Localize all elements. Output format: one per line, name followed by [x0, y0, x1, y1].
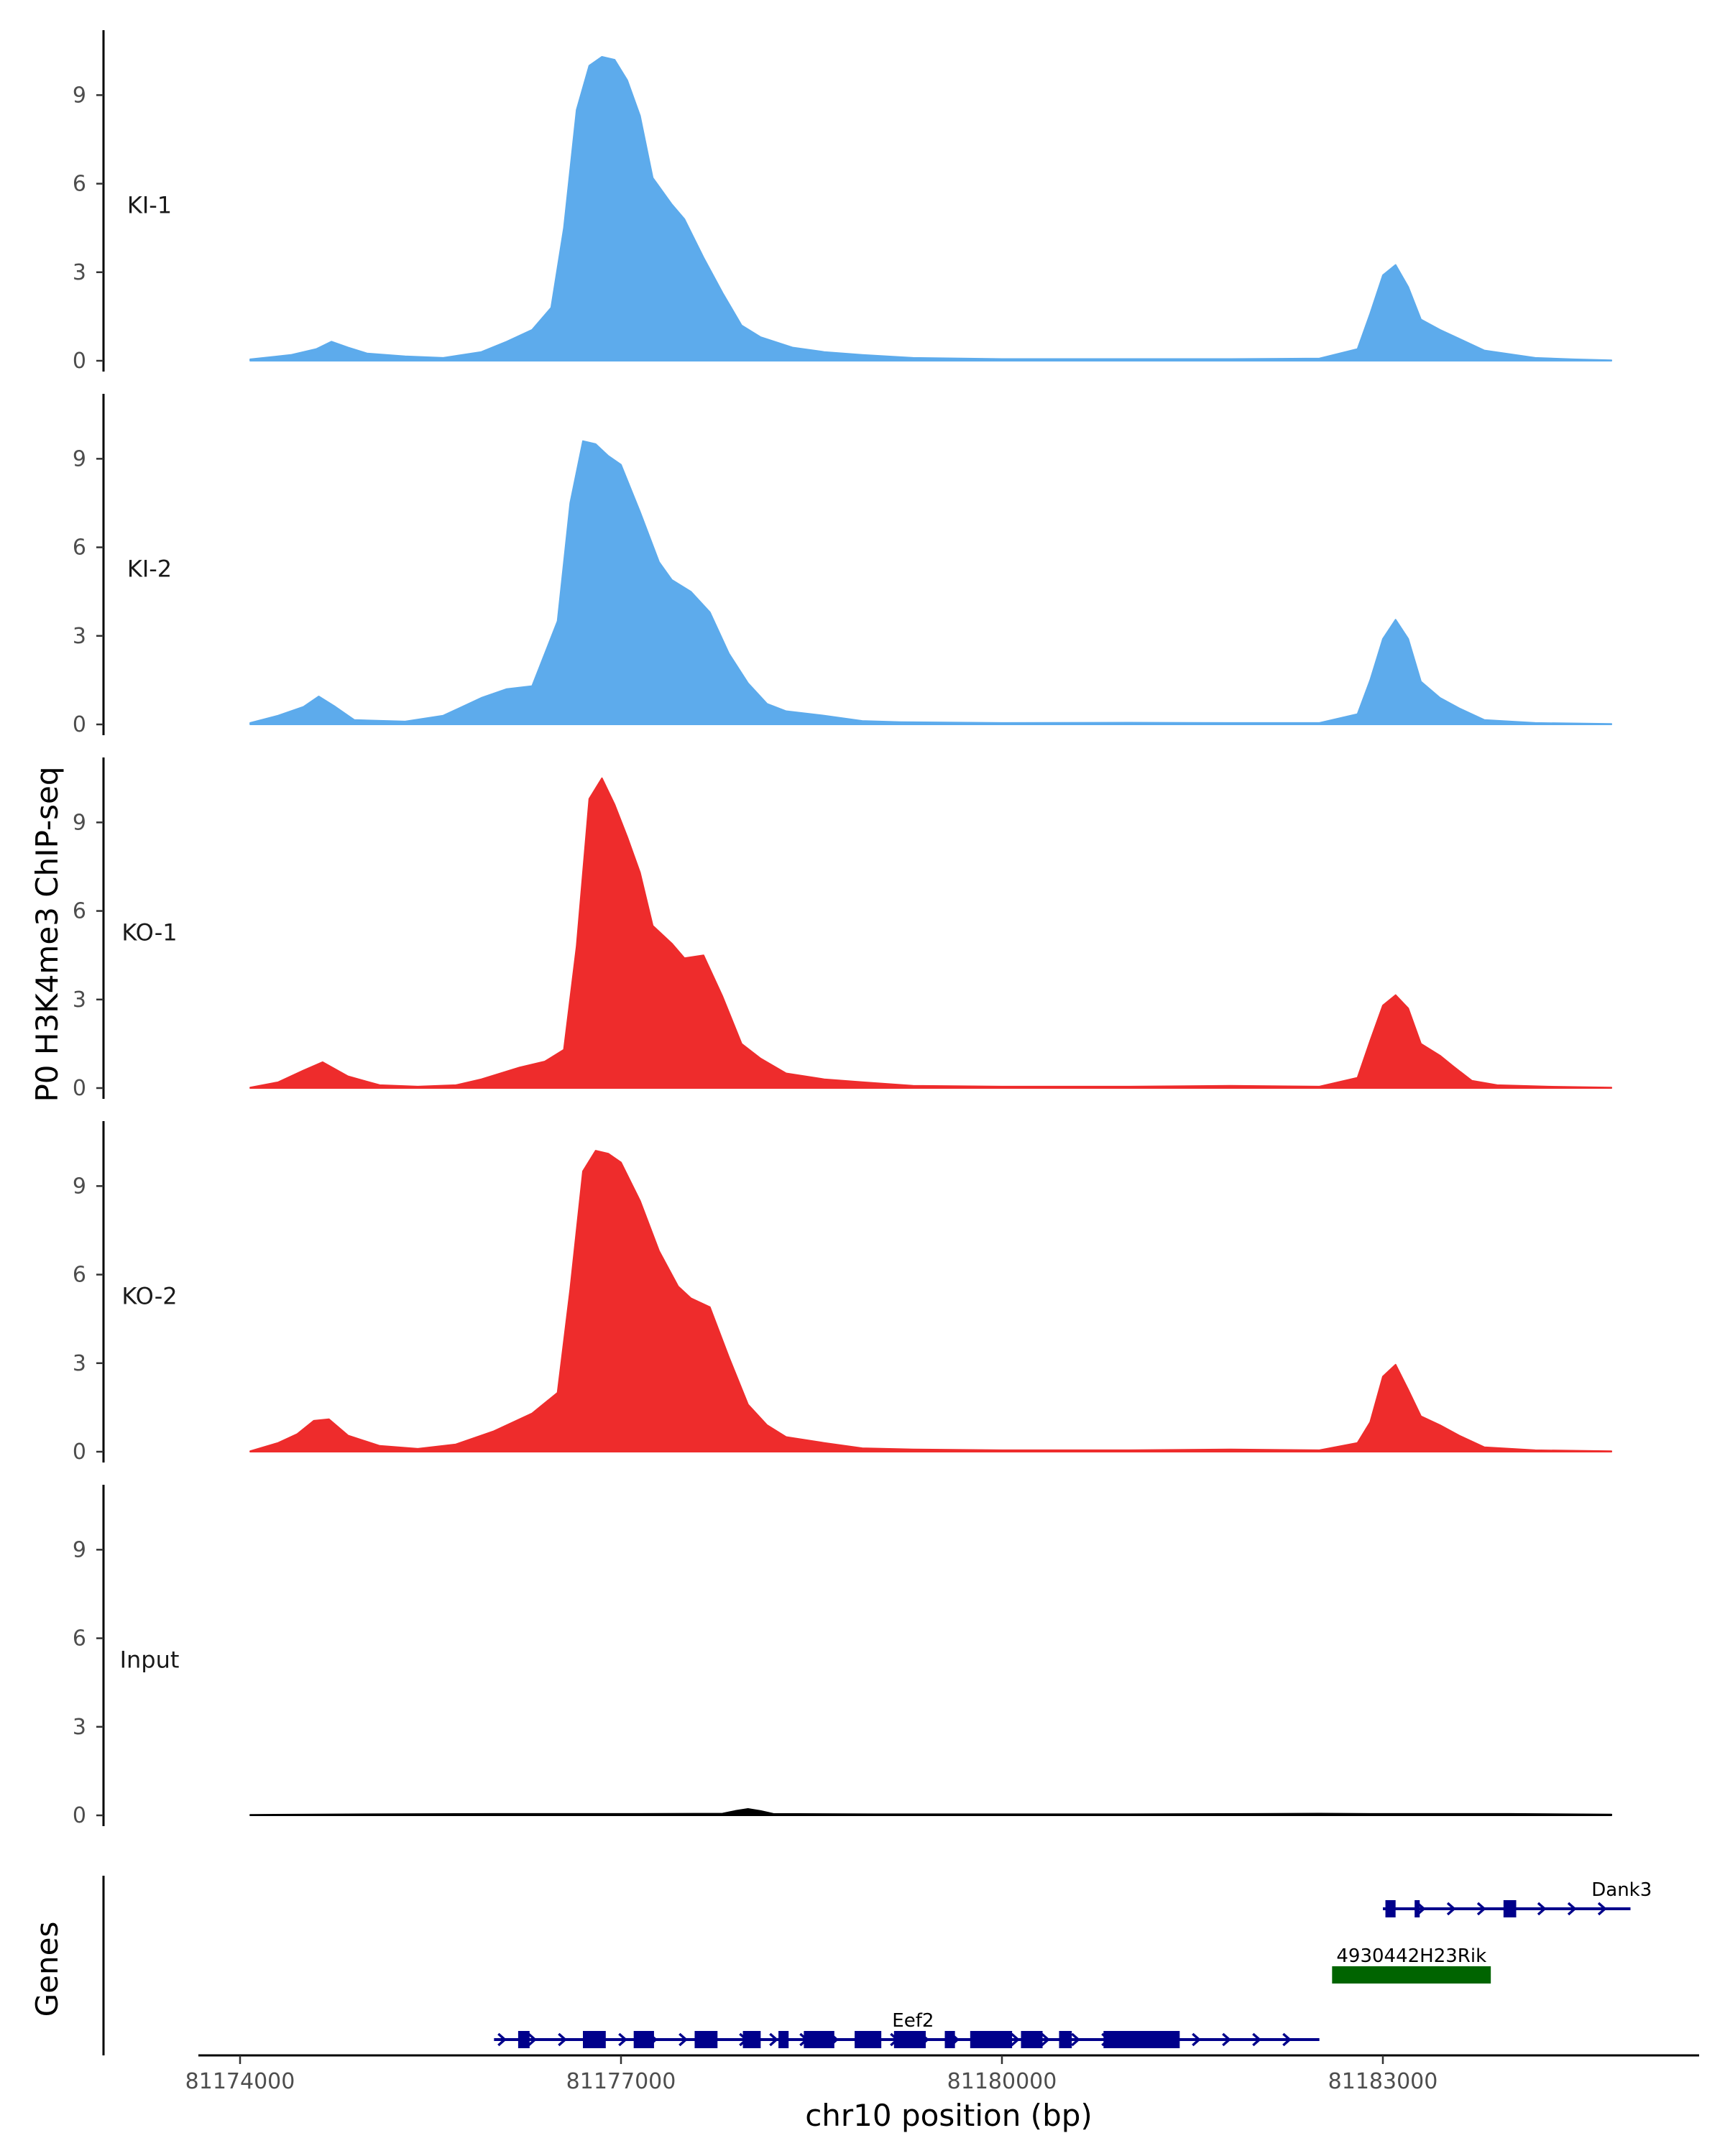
- coverage-area: [249, 1150, 1612, 1452]
- y-tick-label: 9: [73, 446, 86, 471]
- track-ko-2: 0 3 6 9 KO-2: [73, 1121, 1612, 1465]
- exon: [694, 2031, 718, 2048]
- y-tick-label: 0: [73, 1076, 86, 1101]
- y-tick-label: 0: [73, 1439, 86, 1465]
- strand-arrow: [618, 2032, 627, 2047]
- gene-panel: Dank3 4930442H23Rik Eef2: [102, 1876, 1652, 2055]
- gene-dank3: Dank3: [1383, 1879, 1652, 1917]
- strand-arrow: [1071, 2032, 1080, 2047]
- y-tick-label: 0: [73, 712, 86, 737]
- genes-label: Genes: [29, 1922, 65, 2017]
- exon: [1503, 1900, 1517, 1917]
- track-ko-1: 0 3 6 9 KO-1: [73, 757, 1612, 1101]
- y-tick-label: 6: [73, 535, 86, 561]
- gene-4930442h23rik: 4930442H23Rik: [1332, 1945, 1491, 1984]
- strand-arrow: [1041, 2032, 1050, 2047]
- track-label: KI-2: [127, 555, 172, 582]
- exon: [1385, 1900, 1396, 1917]
- gene-label: Eef2: [892, 2010, 934, 2032]
- track-label: KO-1: [121, 918, 177, 946]
- exon: [1414, 1900, 1420, 1917]
- exon: [742, 2031, 761, 2048]
- y-tick-label: 3: [73, 260, 86, 285]
- gene-label: Dank3: [1591, 1879, 1652, 1901]
- x-tick-label: 81183000: [1328, 2069, 1438, 2094]
- gene-body: [1332, 1966, 1491, 1984]
- track-panels: 0 3 6 9 KI-1 0 3 6 9 KI-2 0 3 6 9 KO-1 0 3 6 9 KO-2 0 3 6 9 Inpu…: [73, 30, 1612, 1828]
- strand-arrow: [1537, 1902, 1547, 1916]
- exon: [778, 2031, 789, 2048]
- y-tick-label: 6: [73, 172, 86, 197]
- strand-arrow: [1446, 1902, 1456, 1916]
- y-tick-label: 3: [73, 987, 86, 1013]
- y-tick-label: 0: [73, 1803, 86, 1828]
- coverage-area: [249, 440, 1612, 725]
- coverage-area: [249, 56, 1612, 361]
- y-tick-label: 3: [73, 1715, 86, 1740]
- y-tick-label: 6: [73, 1626, 86, 1651]
- strand-arrow: [1011, 2032, 1020, 2047]
- track-input: 0 3 6 9 Input: [73, 1485, 1612, 1828]
- y-tick-label: 3: [73, 1351, 86, 1376]
- x-tick-label: 81177000: [566, 2069, 676, 2094]
- exon: [893, 2031, 926, 2048]
- exon: [1059, 2031, 1072, 2048]
- exon: [583, 2031, 606, 2048]
- strand-arrow: [1567, 1902, 1577, 1916]
- coverage-area: [249, 777, 1612, 1089]
- x-tick-label: 81174000: [185, 2069, 295, 2094]
- strand-arrow: [528, 2032, 537, 2047]
- exon: [804, 2031, 834, 2048]
- coverage-area: [249, 1808, 1612, 1816]
- exon: [855, 2031, 882, 2048]
- strand-arrow: [1192, 2032, 1201, 2047]
- y-tick-label: 3: [73, 624, 86, 649]
- track-label: Input: [120, 1646, 180, 1673]
- strand-arrow: [1222, 2032, 1231, 2047]
- strand-arrow: [558, 2032, 567, 2047]
- strand-arrow: [1597, 1902, 1607, 1916]
- y-tick-label: 0: [73, 349, 86, 374]
- exon: [1103, 2031, 1180, 2048]
- strand-arrow: [497, 2032, 507, 2047]
- strand-arrow: [1252, 2032, 1261, 2047]
- exon: [633, 2031, 654, 2048]
- y-tick-label: 6: [73, 1263, 86, 1288]
- strand-arrow: [769, 2032, 778, 2047]
- strand-arrow: [1282, 2032, 1292, 2047]
- exon: [518, 2031, 530, 2048]
- gene-eef2: Eef2: [494, 2010, 1320, 2048]
- gene-label: 4930442H23Rik: [1336, 1945, 1486, 1967]
- track-label: KI-1: [127, 191, 172, 218]
- exon: [944, 2031, 955, 2048]
- y-axis-title: P0 H3K4me3 ChIP-seq: [29, 766, 65, 1102]
- y-tick-label: 9: [73, 810, 86, 835]
- y-tick-label: 6: [73, 899, 86, 924]
- y-tick-label: 9: [73, 1537, 86, 1562]
- x-tick-label: 81180000: [947, 2069, 1057, 2094]
- exon: [970, 2031, 1013, 2048]
- x-axis: 81174000 81177000 81180000 81183000: [185, 2054, 1699, 2094]
- y-tick-label: 9: [73, 83, 86, 108]
- y-tick-label: 9: [73, 1174, 86, 1199]
- strand-arrow: [1476, 1902, 1486, 1916]
- track-ki-2: 0 3 6 9 KI-2: [73, 394, 1612, 737]
- strand-arrow: [678, 2032, 688, 2047]
- x-axis-title: chr10 position (bp): [805, 2098, 1092, 2133]
- track-label: KO-2: [121, 1282, 177, 1309]
- exon: [1021, 2031, 1043, 2048]
- track-ki-1: 0 3 6 9 KI-1: [73, 30, 1612, 374]
